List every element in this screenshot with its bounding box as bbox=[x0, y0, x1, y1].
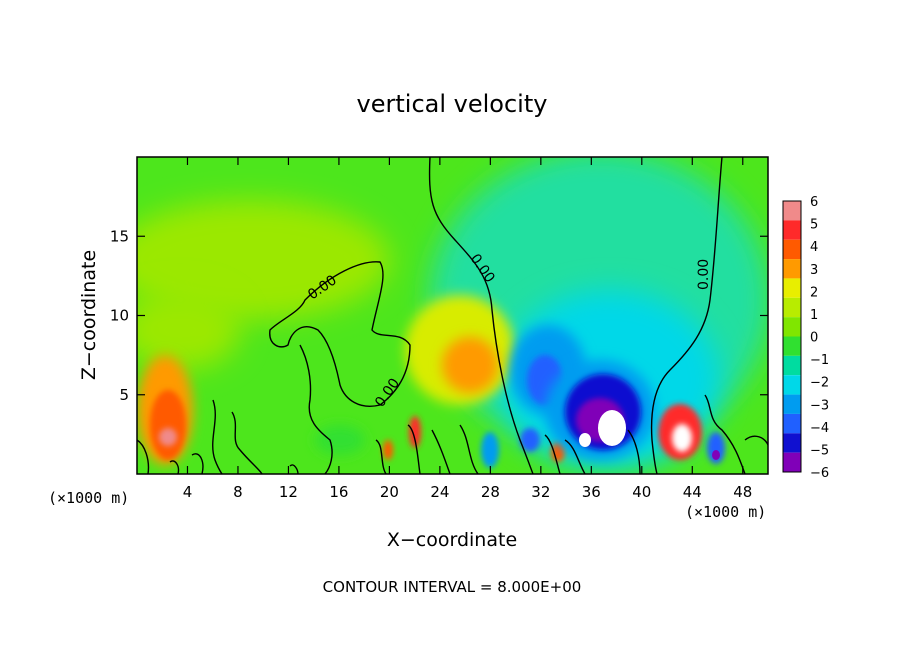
colorbar-label: 3 bbox=[810, 263, 818, 278]
colorbar-label: 4 bbox=[810, 240, 818, 255]
colorbar-frame bbox=[782, 200, 802, 473]
colorbar-label: −5 bbox=[810, 443, 829, 458]
colorbar-swatch bbox=[783, 394, 801, 414]
colorbar-swatch bbox=[783, 413, 801, 434]
contour-line bbox=[375, 439, 387, 474]
x-unit-right: (×1000 m) bbox=[685, 503, 766, 521]
contour-line bbox=[231, 411, 263, 474]
field-region bbox=[672, 424, 692, 452]
x-tick-label: 4 bbox=[183, 483, 193, 501]
colorbar-swatch bbox=[783, 220, 801, 240]
x-tick-label: 44 bbox=[683, 483, 702, 501]
colorbar-label: 6 bbox=[810, 195, 818, 210]
field-region bbox=[383, 440, 393, 460]
contour-line bbox=[289, 464, 299, 474]
colorbar-label: −2 bbox=[810, 376, 829, 391]
contour-line bbox=[169, 460, 180, 474]
y-axis-label: Z−coordinate bbox=[78, 250, 100, 380]
field-region bbox=[481, 432, 499, 468]
field-region bbox=[520, 428, 540, 452]
colorbar-label: −1 bbox=[810, 353, 829, 368]
colorbar-label: −3 bbox=[810, 398, 829, 413]
colorbar-swatch bbox=[783, 336, 801, 356]
y-tick-label: 10 bbox=[110, 307, 129, 325]
x-tick-label: 24 bbox=[430, 483, 449, 501]
field-region bbox=[315, 425, 365, 455]
field-region bbox=[442, 337, 498, 393]
x-tick-label: 8 bbox=[233, 483, 243, 501]
field-region bbox=[712, 450, 720, 460]
contour-line bbox=[544, 434, 561, 474]
x-tick-label: 36 bbox=[582, 483, 601, 501]
colorbar-label: −4 bbox=[810, 421, 829, 436]
x-tick-label: 16 bbox=[329, 483, 348, 501]
x-unit-left: (×1000 m) bbox=[48, 489, 129, 507]
colorbar-swatch bbox=[783, 452, 801, 472]
contour-line bbox=[459, 424, 479, 474]
colorbar-label: 2 bbox=[810, 285, 818, 300]
y-tick-label: 15 bbox=[110, 227, 129, 245]
colorbar-label: 5 bbox=[810, 218, 818, 233]
colorbar-swatch bbox=[783, 278, 801, 298]
y-tick-label: 5 bbox=[119, 386, 129, 404]
contour-line bbox=[269, 261, 411, 407]
colorbar-swatch bbox=[783, 433, 801, 453]
colorbar-label: 0 bbox=[810, 331, 818, 346]
field-region bbox=[579, 433, 591, 447]
colorbar-swatch bbox=[783, 297, 801, 318]
velocity-field bbox=[137, 157, 768, 474]
colorbar: 6 5 4 3 2 1 0 −1 −2 −3 −4 −5 −6 bbox=[782, 195, 829, 481]
contour-line bbox=[431, 429, 451, 474]
field-region bbox=[137, 200, 390, 320]
field-region bbox=[551, 442, 565, 462]
x-tick-label: 12 bbox=[279, 483, 298, 501]
colorbar-swatch bbox=[783, 239, 801, 260]
contour-interval-note: CONTOUR INTERVAL = 8.000E+00 bbox=[323, 578, 582, 596]
contour-line bbox=[564, 439, 586, 474]
x-axis: 4 8 12 16 20 24 28 32 36 40 44 48 bbox=[183, 157, 752, 501]
chart-title: vertical velocity bbox=[357, 90, 548, 118]
contour-line bbox=[212, 399, 223, 474]
contour-line bbox=[704, 394, 746, 474]
field-region bbox=[409, 416, 421, 448]
x-axis-label: X−coordinate bbox=[387, 529, 517, 551]
colorbar-swatch bbox=[783, 375, 801, 395]
field-region bbox=[150, 390, 186, 460]
colorbar-label: −6 bbox=[810, 466, 829, 481]
colorbar-swatch bbox=[783, 201, 801, 221]
x-tick-label: 28 bbox=[481, 483, 500, 501]
y-axis: 5 10 15 bbox=[110, 227, 768, 404]
x-tick-label: 40 bbox=[632, 483, 651, 501]
colorbar-swatch bbox=[783, 355, 801, 376]
zero-contours bbox=[137, 157, 768, 474]
contour-line bbox=[744, 435, 768, 446]
x-tick-label: 32 bbox=[531, 483, 550, 501]
contour-label: 0.00 bbox=[696, 259, 712, 290]
x-tick-label: 20 bbox=[380, 483, 399, 501]
contour-line bbox=[428, 157, 534, 474]
field-region bbox=[159, 428, 177, 446]
x-tick-label: 48 bbox=[733, 483, 752, 501]
field-region bbox=[707, 432, 725, 464]
field-region bbox=[137, 290, 240, 370]
contour-line bbox=[407, 424, 421, 474]
contour-line bbox=[650, 157, 723, 474]
colorbar-swatch bbox=[783, 317, 801, 337]
contour-line bbox=[299, 344, 333, 474]
field-region bbox=[598, 410, 626, 446]
colorbar-label: 1 bbox=[810, 308, 818, 323]
contour-line bbox=[191, 453, 204, 474]
contour-line bbox=[627, 429, 641, 474]
colorbar-swatch bbox=[783, 259, 801, 279]
contour-line bbox=[137, 439, 150, 474]
